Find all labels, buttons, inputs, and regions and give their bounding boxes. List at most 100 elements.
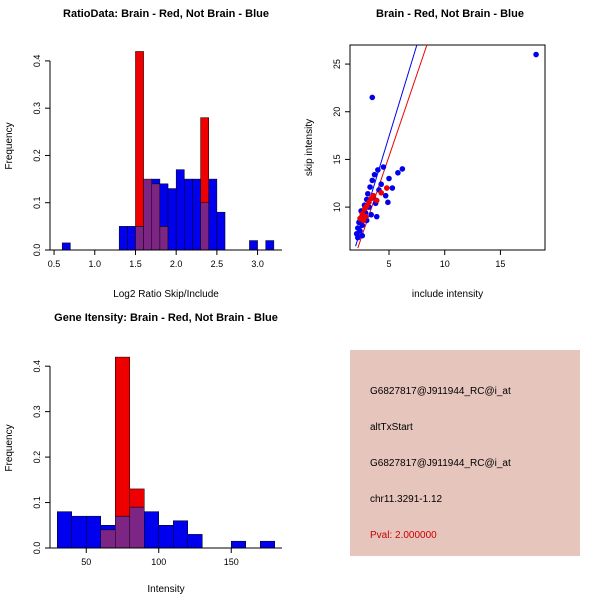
hist-bar-red — [135, 51, 144, 227]
y-tick-label: 0.0 — [32, 542, 42, 555]
hist-bar-blue — [127, 226, 136, 251]
hist-bar-purple — [200, 202, 209, 251]
hist-bar-blue — [260, 540, 275, 549]
scatter-point-blue — [380, 164, 387, 170]
hist-bar-blue — [231, 540, 246, 549]
y-tick-label: 0.0 — [32, 244, 42, 257]
intensity-scatter-canvas: 5 10 15 10 15 20 25 include intensity skip inten… — [304, 44, 546, 300]
gene-histogram-canvas: 50 100 150 0.0 0.1 0.2 0.3 0.4 Intensity Frequenc… — [4, 356, 282, 595]
hist-bar-purple — [129, 506, 145, 549]
hist-bar-blue — [216, 211, 226, 251]
scatter-point-blue — [395, 169, 401, 176]
hist-bar-purple — [151, 183, 161, 251]
y-tick-label: 20 — [332, 107, 342, 117]
scatter-point-blue — [399, 166, 406, 172]
hist-bar-blue — [86, 515, 101, 549]
x-tick-label: 15 — [495, 259, 505, 269]
y-tick-label: 0.1 — [32, 496, 42, 509]
hist-bar-blue — [265, 240, 275, 251]
scatter-point-blue — [367, 184, 373, 190]
scatter-point-blue — [378, 181, 384, 188]
scatter-point-blue — [389, 185, 396, 191]
hist-bar-blue — [61, 242, 71, 251]
scatter-point-blue — [369, 94, 376, 101]
scatter-point-blue — [369, 177, 376, 184]
scatter-point-blue — [382, 192, 389, 199]
scatter-point-red — [373, 197, 380, 204]
y-tick-label: 15 — [332, 154, 342, 164]
y-tick-label: 0.4 — [32, 360, 42, 373]
ratio-histogram-canvas: 0.5 1.0 1.5 2.0 2.5 3.0 0.0 0.1 0.2 0.3 0.4 Log2 Ra… — [4, 51, 282, 300]
scatter-point-blue — [355, 234, 361, 241]
y-tick-label: 0.4 — [32, 55, 42, 68]
x-axis-label: include intensity — [412, 289, 483, 300]
hist-bar-blue — [175, 169, 185, 251]
hist-bar-purple — [100, 529, 116, 549]
scatter-point-red — [370, 192, 377, 199]
scatter-point-blue — [368, 211, 374, 218]
hist-bar-blue — [208, 178, 218, 251]
x-tick-label: 100 — [151, 557, 166, 567]
x-tick-label: 10 — [440, 259, 450, 269]
scatter-point-blue — [375, 167, 381, 173]
hist-bar-blue — [57, 511, 72, 549]
scatter-title: Brain - Red, Not Brain - Blue — [376, 8, 524, 20]
hist-bar-blue — [118, 226, 128, 251]
hist-bar-blue — [151, 178, 161, 185]
hist-bar-red — [200, 117, 209, 203]
hist-bar-blue — [192, 178, 201, 251]
y-tick-label: 0.3 — [32, 405, 42, 418]
hist-bar-blue — [100, 525, 116, 531]
gene-info-box: G6827817@J911944_RC@i_at altTxStart G682… — [350, 350, 580, 556]
x-tick-label: 2.5 — [211, 259, 224, 269]
y-tick-label: 10 — [332, 202, 342, 212]
x-tick-label: 0.5 — [48, 259, 61, 269]
probe-id-text: G6827817@J911944_RC@i_at — [370, 386, 511, 397]
y-axis-label: Frequency — [4, 424, 15, 471]
y-tick-label: 25 — [332, 59, 342, 69]
ratio-hist-title: RatioData: Brain - Red, Not Brain - Blue — [63, 8, 269, 20]
x-axis-label: Log2 Ratio Skip/Include — [113, 289, 219, 300]
x-tick-label: 2.0 — [170, 259, 183, 269]
hist-bar-purple — [143, 178, 153, 251]
hist-bar-blue — [173, 520, 188, 549]
scatter-point-red — [378, 189, 384, 196]
scatter-point-blue — [371, 171, 378, 178]
scatter-point-blue — [359, 222, 366, 229]
scatter-point-blue — [357, 228, 363, 234]
y-tick-label: 0.2 — [32, 451, 42, 464]
hist-bar-blue — [159, 183, 169, 227]
x-tick-label: 1.0 — [89, 259, 102, 269]
y-axis-label: Frequency — [4, 122, 15, 169]
x-axis-label: Intensity — [147, 584, 184, 595]
scatter-point-blue — [533, 51, 539, 58]
plot-frame — [349, 44, 546, 251]
y-tick-label: 0.3 — [32, 102, 42, 115]
hist-bar-blue — [184, 178, 193, 251]
hist-bar-purple — [159, 226, 169, 251]
chromosome-location-text: chr11.3291-1.12 — [370, 494, 443, 505]
x-tick-label: 150 — [224, 557, 239, 567]
hist-bar-blue — [249, 240, 258, 251]
x-tick-label: 3.0 — [251, 259, 264, 269]
scatter-point-blue — [373, 213, 380, 220]
scatter-point-blue — [365, 190, 371, 197]
hist-bar-purple — [135, 226, 144, 251]
x-tick-label: 50 — [81, 557, 91, 567]
pval-text: Pval: 2.000000 — [370, 530, 437, 541]
gene-id-text: G6827817@J911944_RC@i_at — [370, 458, 511, 469]
hist-bar-blue — [144, 511, 159, 549]
y-tick-label: 0.1 — [32, 196, 42, 209]
scatter-point-blue — [385, 199, 391, 206]
x-tick-label: 1.5 — [129, 259, 142, 269]
hist-bar-blue — [158, 525, 174, 549]
hist-bar-blue — [167, 188, 177, 251]
event-type-text: altTxStart — [370, 422, 413, 433]
scatter-point-blue — [386, 175, 392, 182]
hist-bar-red — [129, 488, 145, 508]
hist-bar-red — [115, 356, 130, 517]
hist-bar-blue — [187, 534, 203, 549]
scatter-point-red — [383, 185, 390, 191]
scatter-point-blue — [359, 232, 366, 239]
hist-bar-blue — [71, 515, 87, 549]
